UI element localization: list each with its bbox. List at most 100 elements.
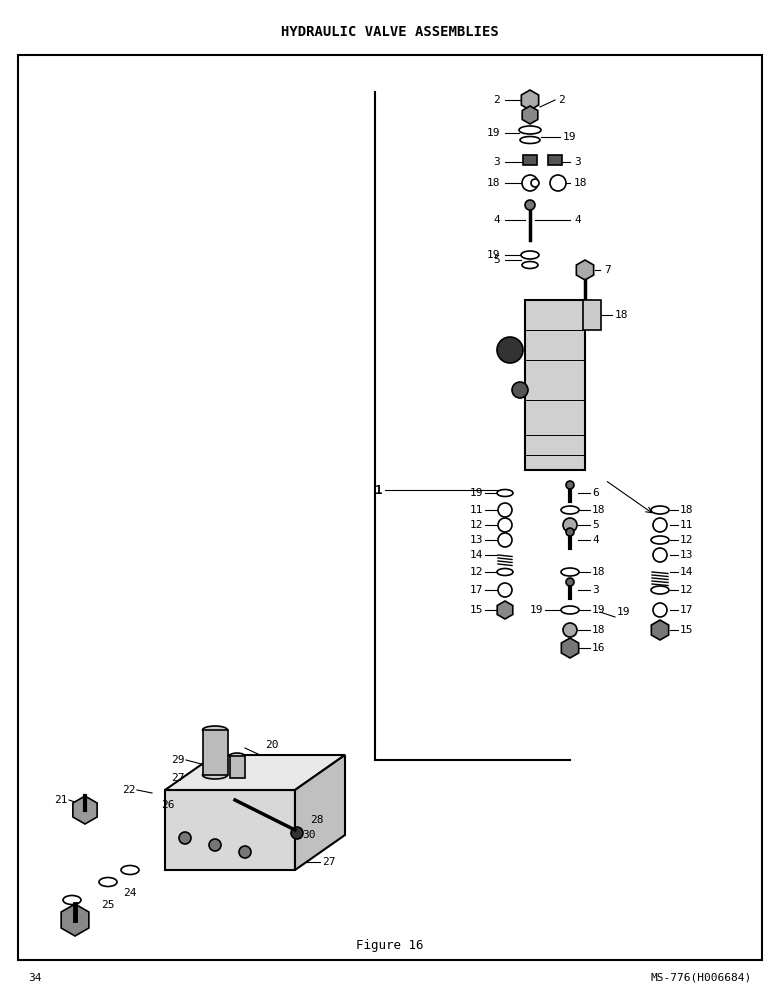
Ellipse shape: [522, 261, 538, 268]
Text: 18: 18: [615, 310, 629, 320]
Bar: [203, 730, 228, 775]
Text: 19: 19: [470, 488, 483, 498]
Circle shape: [563, 623, 577, 637]
Text: MS-776(H006684): MS-776(H006684): [651, 973, 752, 983]
Text: 18: 18: [680, 505, 693, 515]
Polygon shape: [295, 755, 345, 870]
Text: 18: 18: [592, 625, 605, 635]
Ellipse shape: [99, 878, 117, 886]
Circle shape: [497, 337, 523, 363]
Text: 24: 24: [123, 888, 136, 898]
Text: 18: 18: [574, 178, 587, 188]
Text: 12: 12: [470, 567, 483, 577]
Text: 28: 28: [310, 815, 324, 825]
Ellipse shape: [497, 568, 513, 576]
Ellipse shape: [651, 536, 669, 544]
Circle shape: [653, 548, 667, 562]
Polygon shape: [522, 106, 537, 124]
Text: 21: 21: [55, 795, 68, 805]
Polygon shape: [73, 796, 98, 824]
Text: 2: 2: [493, 95, 500, 105]
Text: 3: 3: [574, 157, 581, 167]
Text: 17: 17: [470, 585, 483, 595]
Text: Figure 16: Figure 16: [356, 938, 424, 952]
Text: 27: 27: [172, 773, 185, 783]
Text: 1: 1: [374, 484, 382, 496]
Circle shape: [209, 839, 221, 851]
Text: 11: 11: [470, 505, 483, 515]
Bar: [230, 756, 245, 778]
Circle shape: [291, 827, 303, 839]
Text: 12: 12: [470, 520, 483, 530]
Text: 19: 19: [563, 132, 576, 142]
Text: 2: 2: [558, 95, 565, 105]
Text: 12: 12: [680, 585, 693, 595]
Text: 15: 15: [470, 605, 483, 615]
Ellipse shape: [121, 865, 139, 874]
Polygon shape: [562, 638, 579, 658]
Text: 19: 19: [617, 607, 630, 617]
Text: 30: 30: [302, 830, 315, 840]
Circle shape: [653, 603, 667, 617]
Ellipse shape: [561, 506, 579, 514]
Circle shape: [525, 200, 535, 210]
Circle shape: [566, 578, 574, 586]
Bar: [583, 300, 601, 330]
Text: 3: 3: [592, 585, 599, 595]
Text: 25: 25: [101, 900, 115, 910]
Text: 12: 12: [680, 535, 693, 545]
Text: 14: 14: [680, 567, 693, 577]
Text: 20: 20: [265, 740, 278, 750]
Text: 13: 13: [470, 535, 483, 545]
Polygon shape: [521, 90, 539, 110]
Ellipse shape: [203, 771, 228, 779]
Polygon shape: [576, 260, 594, 280]
Ellipse shape: [520, 136, 540, 143]
Circle shape: [498, 583, 512, 597]
Text: 16: 16: [592, 643, 605, 653]
Ellipse shape: [497, 489, 513, 496]
Text: HYDRAULIC VALVE ASSEMBLIES: HYDRAULIC VALVE ASSEMBLIES: [281, 25, 499, 39]
Circle shape: [563, 518, 577, 532]
Circle shape: [498, 533, 512, 547]
Ellipse shape: [203, 726, 228, 734]
Text: 15: 15: [680, 625, 693, 635]
Ellipse shape: [521, 251, 539, 259]
Ellipse shape: [561, 568, 579, 576]
Text: 11: 11: [680, 520, 693, 530]
Circle shape: [550, 175, 566, 191]
Circle shape: [498, 518, 512, 532]
Ellipse shape: [651, 586, 669, 594]
Text: 19: 19: [530, 605, 543, 615]
Text: 5: 5: [493, 255, 500, 265]
Ellipse shape: [519, 126, 541, 134]
Text: 7: 7: [604, 265, 611, 275]
Text: 27: 27: [322, 857, 335, 867]
Text: 4: 4: [493, 215, 500, 225]
Ellipse shape: [63, 896, 81, 904]
Circle shape: [179, 832, 191, 844]
Polygon shape: [165, 755, 345, 790]
Text: 23: 23: [66, 918, 79, 928]
Text: 19: 19: [592, 605, 605, 615]
Text: 22: 22: [122, 785, 136, 795]
Circle shape: [566, 481, 574, 489]
Bar: [525, 300, 585, 470]
Text: 4: 4: [574, 215, 581, 225]
Text: 18: 18: [592, 505, 605, 515]
Circle shape: [239, 846, 251, 858]
Text: 19: 19: [487, 128, 500, 138]
Circle shape: [531, 179, 539, 187]
Text: 34: 34: [28, 973, 41, 983]
Text: 13: 13: [680, 550, 693, 560]
Text: 29: 29: [172, 755, 185, 765]
Text: 4: 4: [592, 535, 599, 545]
Polygon shape: [651, 620, 668, 640]
Circle shape: [512, 382, 528, 398]
Text: 19: 19: [487, 250, 500, 260]
Text: 6: 6: [592, 488, 599, 498]
Text: 18: 18: [487, 178, 500, 188]
Text: 5: 5: [592, 520, 599, 530]
Ellipse shape: [561, 606, 579, 614]
Polygon shape: [61, 904, 89, 936]
